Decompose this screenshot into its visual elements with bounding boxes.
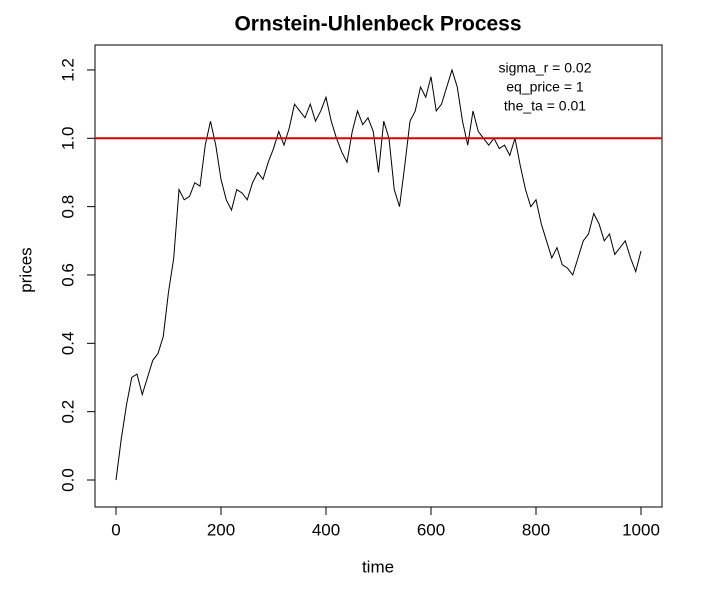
y-tick-label: 0.6 [58,263,77,287]
price-line [115,68,642,481]
annotation: eq_price = 1 [506,79,584,95]
annotation: sigma_r = 0.02 [499,60,592,76]
x-tick-label: 600 [417,520,445,539]
plot-frame [94,44,663,508]
y-tick-label: 1.2 [58,58,77,82]
x-tick-label: 1000 [622,520,660,539]
y-tick-label: 1.0 [58,126,77,150]
chart-title: Ornstein-Uhlenbeck Process [234,13,521,36]
x-axis-label: time [362,557,394,576]
annotation: the_ta = 0.01 [504,98,586,114]
x-tick-label: 800 [522,520,550,539]
x-tick-label: 400 [312,520,340,539]
y-axis-label: prices [16,247,35,292]
x-tick-label: 200 [207,520,235,539]
y-tick-label: 0.0 [58,468,77,492]
x-tick-label: 0 [111,520,120,539]
y-tick-label: 0.2 [58,400,77,424]
y-tick-label: 0.8 [58,195,77,219]
y-tick-label: 0.4 [58,331,77,355]
